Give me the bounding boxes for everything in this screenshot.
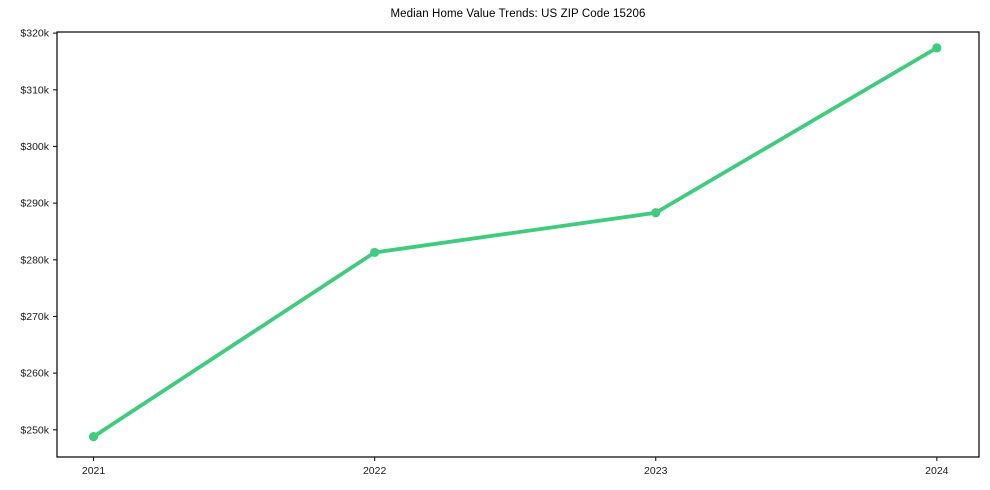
y-axis-tick-label: $300k [20,141,49,153]
data-point-2022 [370,247,380,258]
trend-line [91,45,939,439]
x-axis-tick-label: 2024 [925,465,949,477]
data-point-2023 [651,208,661,218]
y-axis-tick-label: $290k [20,198,49,210]
y-axis-tick-label: $310k [20,84,49,96]
plot-frame [56,31,980,458]
y-axis-tick-label: $270k [20,311,49,323]
x-axis-tick-label: 2023 [644,465,668,477]
y-axis-tick-label: $280k [20,254,49,266]
x-axis-tick-label: 2021 [82,465,106,477]
y-axis-tick-label: $320k [20,28,49,40]
data-point-2021 [88,432,99,442]
y-axis-tick-label: $260k [20,368,49,380]
data-point-2024 [932,43,942,53]
y-axis-tick-label: $250k [20,424,49,436]
chart-title: Median Home Value Trends: US ZIP Code 15… [390,8,646,20]
x-axis-tick-label: 2022 [363,465,387,477]
